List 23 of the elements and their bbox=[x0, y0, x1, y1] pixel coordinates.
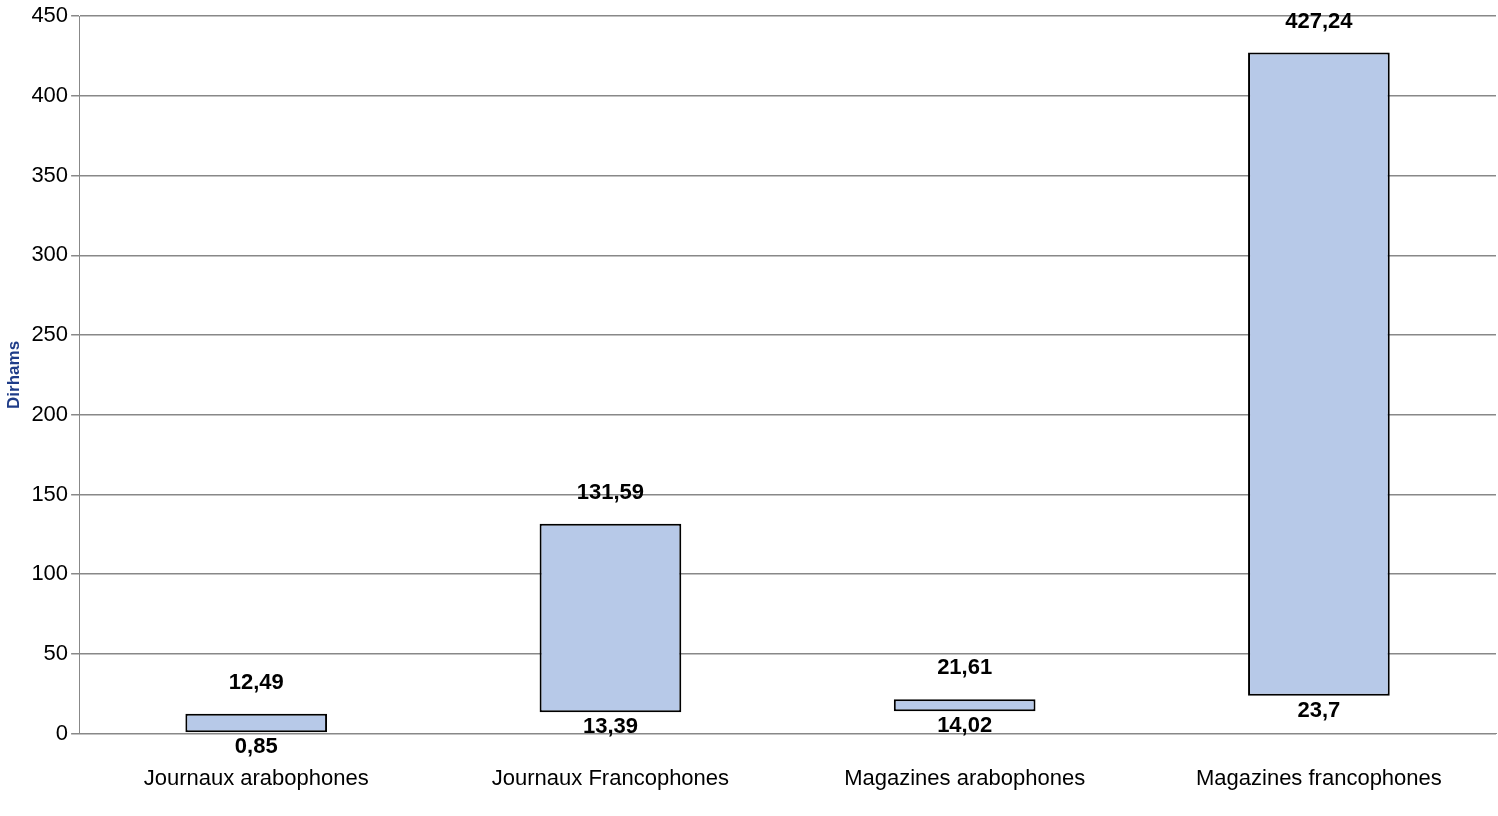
y-tick-label: 350 bbox=[31, 161, 69, 187]
y-tick-label: 300 bbox=[31, 241, 69, 267]
x-tick-label: Magazines arabophones bbox=[844, 764, 1086, 790]
y-tick-label: 200 bbox=[31, 400, 69, 426]
y-tick-label: 50 bbox=[43, 639, 69, 665]
annotation: 14,02 bbox=[937, 712, 993, 738]
y-tick-label: 400 bbox=[31, 81, 69, 107]
y-axis-title: Dirhams bbox=[3, 340, 23, 409]
annotation: 13,39 bbox=[582, 713, 638, 739]
y-tick-label: 450 bbox=[31, 2, 69, 28]
x-tick-label: Magazines francophones bbox=[1195, 764, 1442, 790]
y-tick-label: 0 bbox=[55, 719, 69, 745]
annotation: 12,49 bbox=[228, 668, 284, 694]
annotation: 131,59 bbox=[576, 478, 645, 504]
y-tick-label: 150 bbox=[31, 480, 69, 506]
annotation: 21,61 bbox=[937, 654, 993, 680]
annotation: 0,85 bbox=[234, 733, 278, 759]
x-tick-label: Journaux arabophones bbox=[143, 764, 369, 790]
x-tick-label: Journaux Francophones bbox=[491, 764, 730, 790]
annotation: 427,24 bbox=[1285, 7, 1354, 33]
y-tick-label: 250 bbox=[31, 321, 69, 347]
annotation: 23,7 bbox=[1297, 696, 1341, 722]
y-tick-label: 100 bbox=[31, 560, 69, 586]
